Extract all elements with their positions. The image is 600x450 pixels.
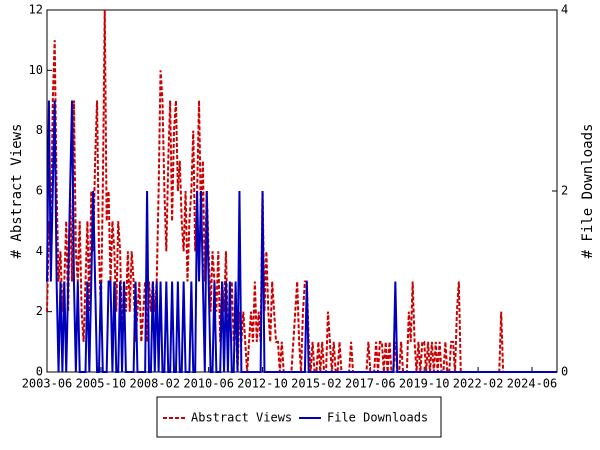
- x-tick-label: 2024-06: [507, 377, 558, 391]
- y2-tick-label: 0: [561, 365, 568, 379]
- x-tick-label: 2012-10: [237, 377, 288, 391]
- x-tick-label: 2010-06: [183, 377, 234, 391]
- y-tick-label: 10: [29, 63, 43, 77]
- y-tick-label: 2: [36, 304, 43, 318]
- y2-tick-label: 2: [561, 184, 568, 198]
- x-tick-label: 2003-06: [22, 377, 73, 391]
- data-line: [46, 100, 557, 373]
- y2-axis-label: # File Downloads: [580, 124, 596, 259]
- y-tick-label: 6: [36, 184, 43, 198]
- x-tick-label: 2017-06: [345, 377, 396, 391]
- y-tick-label: 4: [36, 244, 43, 258]
- y-tick-label: 12: [29, 3, 43, 17]
- legend-label: File Downloads: [327, 411, 428, 425]
- x-tick-label: 2022-02: [453, 377, 504, 391]
- x-tick-label: 2015-02: [291, 377, 342, 391]
- y2-tick-label: 4: [561, 3, 568, 17]
- y-axis-label: # Abstract Views: [9, 124, 25, 259]
- x-tick-label: 2005-10: [76, 377, 127, 391]
- y-tick-label: 8: [36, 123, 43, 137]
- x-tick-label: 2008-02: [129, 377, 180, 391]
- legend-box: [156, 396, 442, 438]
- legend-label: Abstract Views: [191, 411, 292, 425]
- y-tick-label: 0: [36, 365, 43, 379]
- x-tick-label: 2019-10: [399, 377, 450, 391]
